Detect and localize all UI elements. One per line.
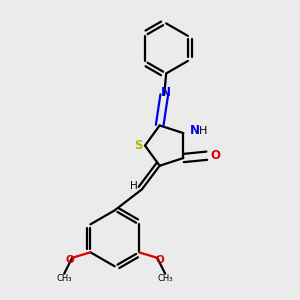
- Text: CH₃: CH₃: [158, 274, 173, 284]
- Text: H: H: [130, 182, 138, 191]
- Text: O: O: [155, 255, 164, 265]
- Text: H: H: [199, 126, 208, 136]
- Text: N: N: [161, 86, 171, 99]
- Text: CH₃: CH₃: [56, 274, 72, 284]
- Text: S: S: [134, 139, 143, 152]
- Text: O: O: [65, 255, 74, 265]
- Text: O: O: [210, 148, 220, 162]
- Text: N: N: [190, 124, 200, 137]
